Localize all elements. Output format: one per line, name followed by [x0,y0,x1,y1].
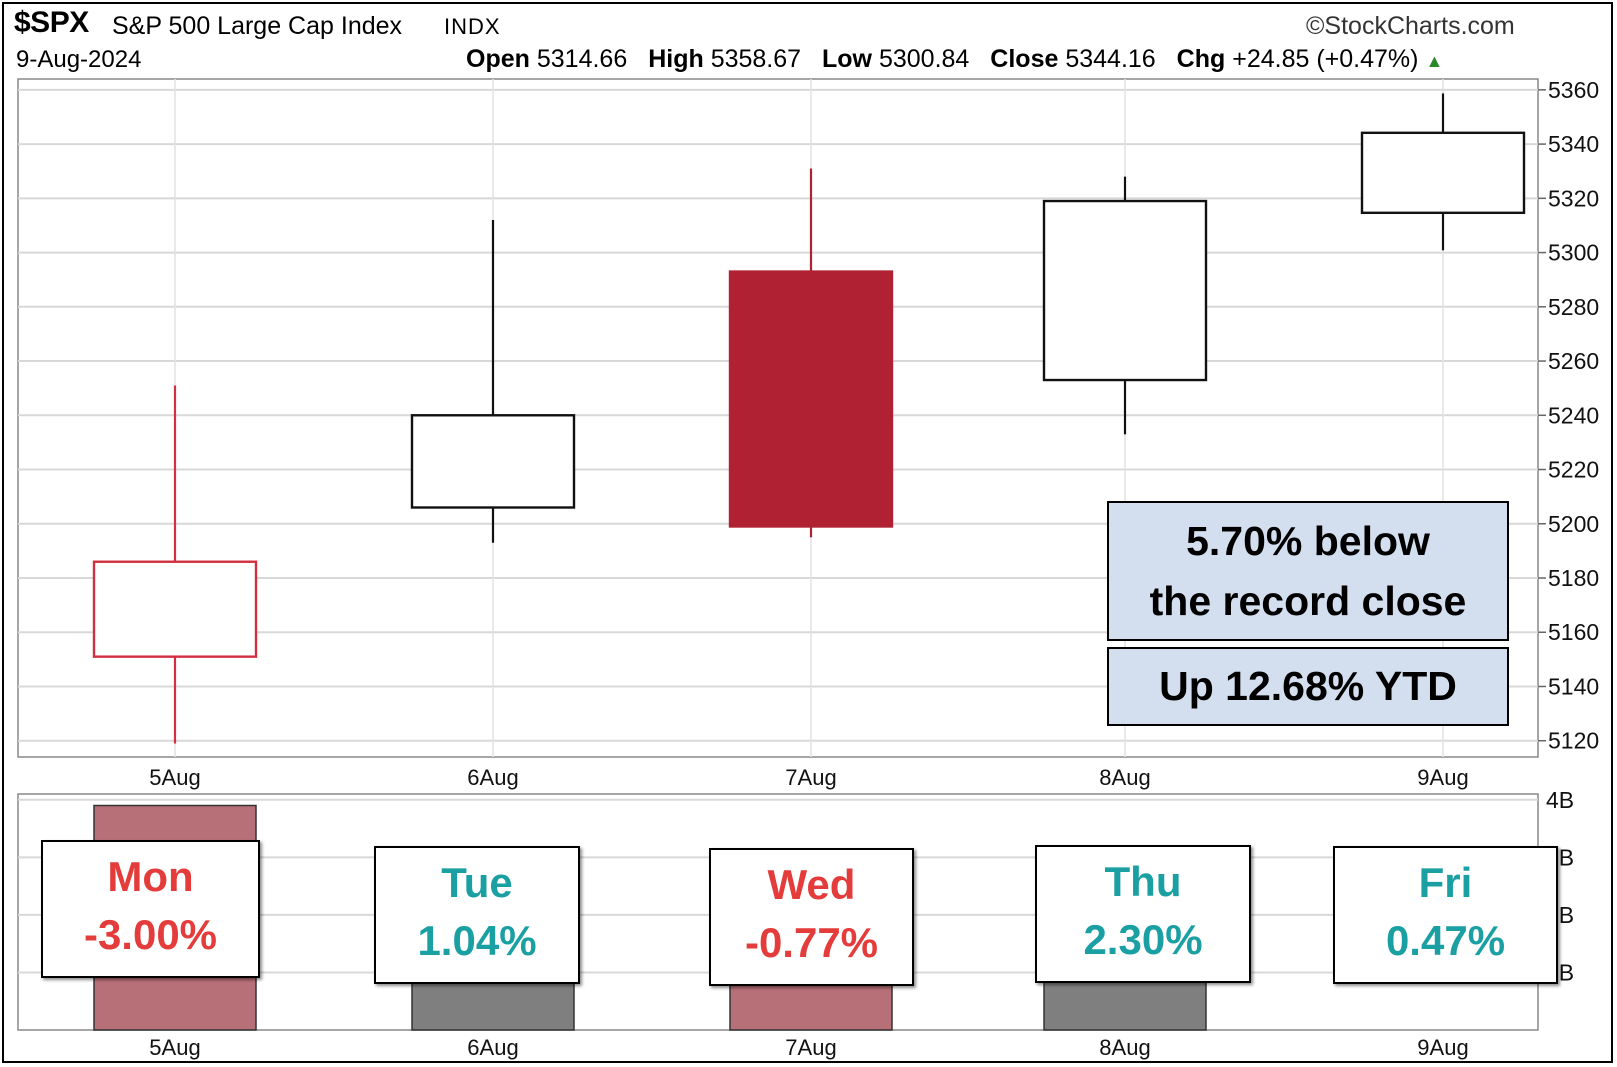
copyright-label: ©StockCharts.com [1306,12,1515,40]
close-value: 5344.16 [1065,45,1156,73]
day-box-fri: Fri 0.47% [1333,846,1558,984]
price-tick-label: 5360 [1548,77,1599,103]
open-label: Open [466,45,530,73]
volume-x-tick-label: 9Aug [1417,1035,1468,1060]
price-plot-area [17,78,1539,758]
volume-x-tick-label: 7Aug [785,1035,836,1060]
day-box-label: Fri [1418,859,1473,906]
ytd-note: Up 12.68% YTD [1107,647,1509,726]
candle-body [92,560,258,658]
chg-value: +24.85 (+0.47%) [1232,45,1419,73]
day-box-wed: Wed -0.77% [709,848,914,986]
index-name: S&P 500 Large Cap Index [112,12,403,40]
candle-body [1042,199,1208,382]
price-tick-label: 5180 [1548,565,1599,591]
exchange-label: INDX [444,14,501,39]
high-value: 5358.67 [710,45,802,73]
day-box-tue: Tue 1.04% [374,846,580,984]
day-box-change: -0.77% [744,919,879,966]
high-label: High [648,45,704,73]
open-value: 5314.66 [536,45,628,73]
price-x-tick-label: 5Aug [149,765,200,790]
price-panel: 5120 5140 5160 5180 5200 5220 5240 5260 5280 5300… [17,77,1599,790]
record-note-line2: the record close [1149,578,1467,624]
day-box-label: Tue [441,859,513,906]
price-x-tick-label: 9Aug [1417,765,1468,790]
day-box-change: 2.30% [1083,916,1203,963]
volume-tick-label: 4B [1546,787,1574,813]
price-tick-label: 5200 [1548,511,1599,537]
candle-body [1360,131,1526,215]
day-box-label: Wed [767,861,856,908]
day-box-mon: Mon -3.00% [41,840,260,978]
price-tick-label: 5240 [1548,402,1599,428]
candle-body [728,270,894,528]
symbol-label: $SPX [14,6,89,39]
day-box-label: Mon [107,853,194,900]
record-note-line1: 5.70% below [1186,518,1430,564]
ytd-note-text: Up 12.68% YTD [1159,663,1457,709]
volume-x-tick-label: 6Aug [467,1035,518,1060]
candle-body [410,414,576,509]
day-box-change: -3.00% [83,911,218,958]
price-tick-label: 5120 [1548,728,1599,754]
volume-x-tick-label: 8Aug [1099,1035,1150,1060]
volume-x-tick-label: 5Aug [149,1035,200,1060]
price-tick-label: 5300 [1548,240,1599,266]
price-tick-label: 5340 [1548,131,1599,157]
ohlc-readout: Open 5314.66 High 5358.67 Low 5300.84 Cl… [466,45,1443,74]
price-x-tick-label: 8Aug [1099,765,1150,790]
price-tick-label: 5160 [1548,619,1599,645]
close-label: Close [990,45,1059,73]
chg-label: Chg [1176,45,1226,73]
day-box-change: 1.04% [417,917,537,964]
low-value: 5300.84 [878,45,970,73]
up-arrow-icon: ▲ [1425,51,1444,71]
price-tick-label: 5280 [1548,294,1599,320]
day-box-change: 0.47% [1385,917,1506,964]
day-box-label: Thu [1104,858,1182,905]
price-tick-label: 5320 [1548,185,1599,211]
price-tick-label: 5260 [1548,348,1599,374]
day-box-thu: Thu 2.30% [1035,845,1251,983]
price-tick-label: 5140 [1548,673,1599,699]
price-x-tick-label: 6Aug [467,765,518,790]
price-tick-label: 5220 [1548,457,1599,483]
date-label: 9-Aug-2024 [16,46,142,73]
low-label: Low [822,45,873,73]
record-close-note: 5.70% below the record close [1107,501,1509,641]
price-x-tick-label: 7Aug [785,765,836,790]
